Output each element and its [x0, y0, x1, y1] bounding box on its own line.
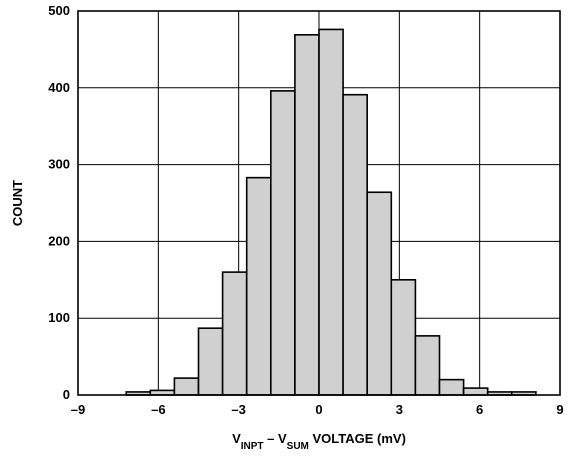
histogram-bar: [342, 93, 369, 396]
x-tick-label: –3: [231, 402, 245, 417]
y-axis-ticks: 0 100 200 300 400 500: [48, 3, 70, 402]
x-label-subscript: INPT: [241, 441, 264, 452]
x-label-text: VOLTAGE (mV): [309, 431, 406, 446]
histogram-bar: [221, 271, 248, 396]
x-tick-label: –6: [151, 402, 165, 417]
x-label-subscript: SUM: [287, 441, 309, 452]
y-tick-label: 500: [48, 3, 70, 18]
y-axis-label: COUNT: [10, 180, 25, 226]
y-tick-label: 400: [48, 80, 70, 95]
histogram-bar: [390, 278, 417, 396]
y-tick-label: 200: [48, 233, 70, 248]
x-tick-label: 6: [476, 402, 483, 417]
y-tick-label: 100: [48, 310, 70, 325]
histogram-bar: [462, 387, 489, 396]
x-axis-ticks: –9 –6 –3 0 3 6 9: [71, 402, 564, 417]
histogram-bar: [173, 377, 200, 396]
x-label-text: – V: [264, 431, 287, 446]
histogram-bar: [318, 28, 344, 396]
histogram-bar: [245, 176, 272, 396]
histogram-bar: [366, 191, 393, 396]
x-axis-label: VINPT – VSUM VOLTAGE (mV): [232, 431, 406, 452]
x-tick-label: 0: [315, 402, 322, 417]
x-tick-label: 9: [556, 402, 563, 417]
histogram-bar: [294, 34, 320, 396]
x-label-text: V: [232, 431, 241, 446]
plot-frame: [77, 10, 561, 396]
x-tick-label: –9: [71, 402, 85, 417]
y-tick-label: 300: [48, 157, 70, 172]
histogram-bar: [414, 335, 441, 396]
histogram-bar: [269, 90, 296, 396]
histogram-bars: [125, 28, 537, 396]
y-tick-label: 0: [63, 387, 70, 402]
x-tick-label: 3: [396, 402, 403, 417]
histogram-bar: [438, 378, 465, 396]
histogram-bar: [197, 327, 224, 396]
